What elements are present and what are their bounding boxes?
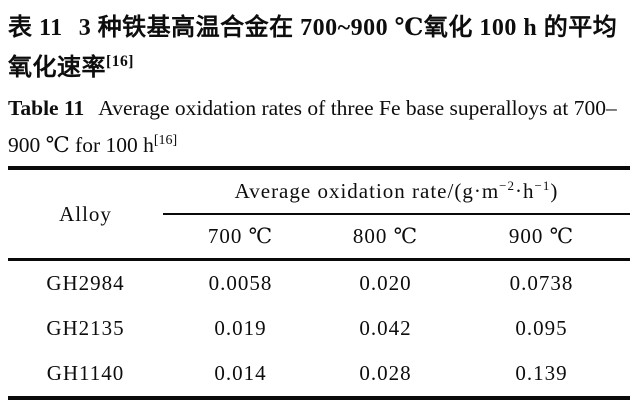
table-row: GH2135 0.019 0.042 0.095	[8, 306, 630, 351]
unit-text-suffix: )	[550, 179, 559, 203]
rate-800-cell: 0.042	[359, 316, 412, 340]
rate-900-cell: 0.139	[515, 361, 568, 385]
column-header-900c: 900 ℃	[453, 214, 631, 261]
rate-900-cell: 0.095	[515, 316, 568, 340]
column-header-alloy: Alloy	[8, 168, 163, 261]
unit-superscript-minus1: −1	[534, 178, 551, 193]
alloy-name-cell: GH2984	[46, 271, 125, 295]
rate-700-cell: 0.014	[214, 361, 267, 385]
table-header-row-2: 700 ℃ 800 ℃ 900 ℃	[8, 214, 631, 261]
table-caption-en-text: Average oxidation rates of three Fe base…	[8, 96, 617, 157]
citation-ref-zh: [16]	[106, 53, 134, 70]
column-header-800c: 800 ℃	[318, 214, 453, 261]
table-row: GH1140 0.014 0.028 0.139	[8, 351, 630, 398]
rate-800-cell: 0.020	[359, 271, 412, 295]
table-row: GH2984 0.0058 0.020 0.0738	[8, 260, 630, 307]
table-caption-zh-label: 表 11	[8, 15, 63, 41]
unit-text-prefix: Average oxidation rate/(g·m	[234, 179, 500, 203]
alloy-name-cell: GH1140	[46, 361, 125, 385]
alloy-name-cell: GH2135	[46, 316, 125, 340]
oxidation-rate-table: Alloy Average oxidation rate/(g·m−2·h−1)…	[8, 166, 631, 400]
unit-text-mid: ·h	[515, 179, 535, 203]
unit-superscript-minus2: −2	[499, 178, 516, 193]
rate-800-cell: 0.028	[359, 361, 412, 385]
citation-ref-en: [16]	[153, 132, 178, 148]
table-caption-zh-text: 3 种铁基高温合金在 700~900 ℃氧化 100 h 的平均氧化速率	[8, 15, 618, 81]
column-header-700c: 700 ℃	[163, 214, 318, 261]
table-header-row-1: Alloy Average oxidation rate/(g·m−2·h−1)	[8, 168, 631, 261]
table-caption-en-label: Table 11	[8, 96, 85, 120]
rate-700-cell: 0.019	[214, 316, 267, 340]
rate-900-cell: 0.0738	[509, 271, 574, 295]
table-caption-en: Table 11 Average oxidation rates of three…	[8, 90, 630, 164]
column-group-header-unit: Average oxidation rate/(g·m−2·h−1)	[163, 168, 631, 215]
table-caption-zh: 表 11 3 种铁基高温合金在 700~900 ℃氧化 100 h 的平均氧化速率…	[8, 8, 630, 88]
rate-700-cell: 0.0058	[208, 271, 273, 295]
